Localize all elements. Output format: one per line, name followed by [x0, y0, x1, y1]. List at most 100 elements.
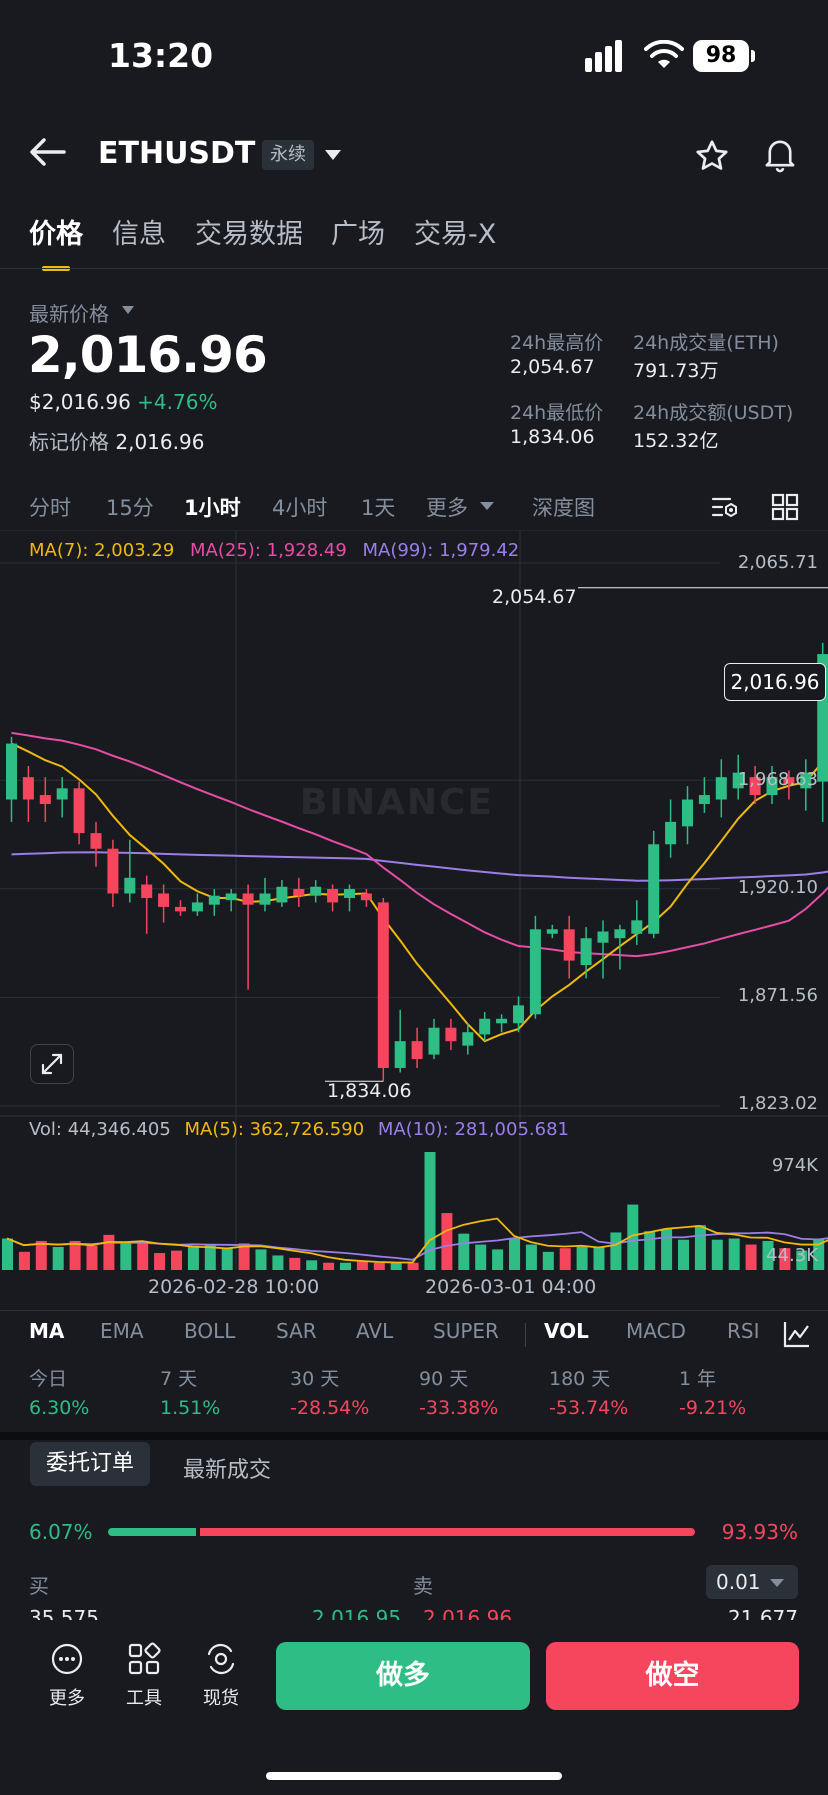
volume-bar	[661, 1228, 673, 1270]
vol-ma10: MA(10): 281,005.681	[377, 1119, 569, 1140]
chevron-down-icon[interactable]	[122, 306, 134, 314]
tf-1h[interactable]: 1小时	[184, 496, 241, 520]
tab-recent-trades[interactable]: 最新成交	[183, 1458, 272, 1483]
volume-bar	[171, 1250, 182, 1270]
candle	[479, 1018, 491, 1035]
tools-button[interactable]: 工具	[114, 1642, 174, 1710]
candle	[411, 1041, 423, 1060]
ind-avl[interactable]: AVL	[356, 1319, 394, 1343]
spot-label: 现货	[203, 1688, 239, 1709]
volume-bar	[340, 1262, 351, 1270]
tf-depth[interactable]: 深度图	[532, 496, 595, 520]
ind-rsi[interactable]: RSI	[727, 1319, 760, 1343]
chevron-down-icon[interactable]	[325, 150, 341, 160]
price-chart[interactable]	[0, 530, 828, 1270]
volume-bar	[678, 1239, 689, 1270]
volume-bar	[69, 1240, 81, 1270]
volume-bar	[644, 1231, 656, 1270]
volume-bar	[187, 1245, 199, 1270]
candle	[631, 920, 643, 934]
volume-bar	[390, 1262, 402, 1270]
volume-bar	[137, 1242, 149, 1270]
perf-value-30d: -28.54%	[290, 1397, 370, 1419]
ma25-line	[11, 731, 828, 958]
ind-sar[interactable]: SAR	[276, 1319, 317, 1343]
volume-bar	[492, 1249, 504, 1270]
symbol-title[interactable]: ETHUSDT	[98, 136, 256, 171]
candle	[445, 1027, 457, 1042]
high-24h-label: 24h最高价	[510, 332, 604, 354]
volume-bar	[272, 1255, 284, 1270]
ind-super[interactable]: SUPER	[433, 1319, 499, 1343]
chevron-down-icon[interactable]	[770, 1579, 784, 1587]
usd-price: $2,016.96	[29, 390, 131, 414]
candle	[394, 1041, 406, 1069]
volume-bar	[86, 1245, 98, 1270]
volume-bar	[35, 1240, 47, 1270]
y-tick: 1,968.63	[737, 769, 818, 790]
candle	[800, 772, 812, 789]
candle	[698, 795, 710, 804]
layout-grid-icon[interactable]	[770, 492, 800, 522]
status-bar: 13:20 98	[0, 0, 828, 110]
volume-bar	[289, 1257, 301, 1270]
tab-order-book[interactable]: 委托订单	[30, 1442, 151, 1486]
ind-ma[interactable]: MA	[29, 1319, 65, 1343]
tab-trade-x[interactable]: 交易-X	[414, 219, 497, 250]
volume-bar	[373, 1262, 385, 1270]
candle	[462, 1032, 474, 1046]
tab-info[interactable]: 信息	[112, 219, 166, 250]
expand-chart-button[interactable]	[30, 1044, 74, 1084]
candle	[783, 777, 795, 784]
volume-bar	[779, 1248, 791, 1270]
signal-icon	[585, 40, 622, 72]
chevron-down-icon[interactable]	[480, 502, 494, 510]
short-button[interactable]: 做空	[546, 1642, 799, 1710]
last-price: 2,016.96	[28, 326, 268, 384]
volume-bar	[762, 1240, 774, 1270]
volume-bar	[103, 1234, 115, 1270]
volume-bar	[728, 1238, 740, 1270]
timeframe-bar: 分时 15分 1小时 4小时 1天 更多 深度图	[0, 488, 828, 528]
bell-icon[interactable]	[762, 136, 798, 174]
volume-bar	[627, 1204, 639, 1270]
volume-bar	[356, 1261, 368, 1270]
candle	[682, 799, 693, 827]
candle	[766, 777, 778, 796]
more-dots-icon	[51, 1643, 83, 1675]
volume-bar	[559, 1248, 571, 1270]
tf-more[interactable]: 更多	[426, 496, 468, 520]
ind-vol[interactable]: VOL	[544, 1319, 589, 1343]
ind-macd[interactable]: MACD	[626, 1319, 686, 1343]
expand-icon	[41, 1053, 63, 1075]
candle	[529, 929, 541, 1015]
long-button[interactable]: 做多	[276, 1642, 530, 1710]
indicator-settings-icon[interactable]	[782, 1319, 812, 1349]
candle	[242, 893, 254, 905]
vol-ma5-line	[6, 1217, 828, 1264]
star-icon[interactable]	[694, 138, 730, 174]
perf-label-today: 今日	[29, 1368, 68, 1390]
last-price-label[interactable]: 最新价格	[29, 302, 109, 326]
volume-bar	[238, 1243, 250, 1270]
perf-label-90d: 90 天	[419, 1368, 469, 1390]
ind-ema[interactable]: EMA	[100, 1319, 144, 1343]
tf-15m[interactable]: 15分	[106, 496, 154, 520]
tab-square[interactable]: 广场	[331, 219, 385, 250]
main-tabs: 价格 信息 交易数据 广场 交易-X	[0, 212, 828, 272]
candle	[73, 788, 85, 834]
candle	[107, 848, 119, 894]
tab-trading-data[interactable]: 交易数据	[195, 219, 303, 250]
volume-bar	[221, 1248, 233, 1270]
spot-button[interactable]: 现货	[191, 1642, 251, 1710]
back-arrow-icon[interactable]	[28, 134, 68, 170]
perf-value-180d: -53.74%	[549, 1397, 629, 1419]
chart-settings-icon[interactable]	[710, 492, 740, 522]
tf-4h[interactable]: 4小时	[272, 496, 328, 520]
tab-price[interactable]: 价格	[29, 219, 83, 250]
tf-1d[interactable]: 1天	[361, 496, 396, 520]
tf-line[interactable]: 分时	[29, 496, 71, 520]
precision-select[interactable]: 0.01	[706, 1565, 798, 1599]
ind-boll[interactable]: BOLL	[184, 1319, 236, 1343]
more-button[interactable]: 更多	[37, 1642, 97, 1710]
